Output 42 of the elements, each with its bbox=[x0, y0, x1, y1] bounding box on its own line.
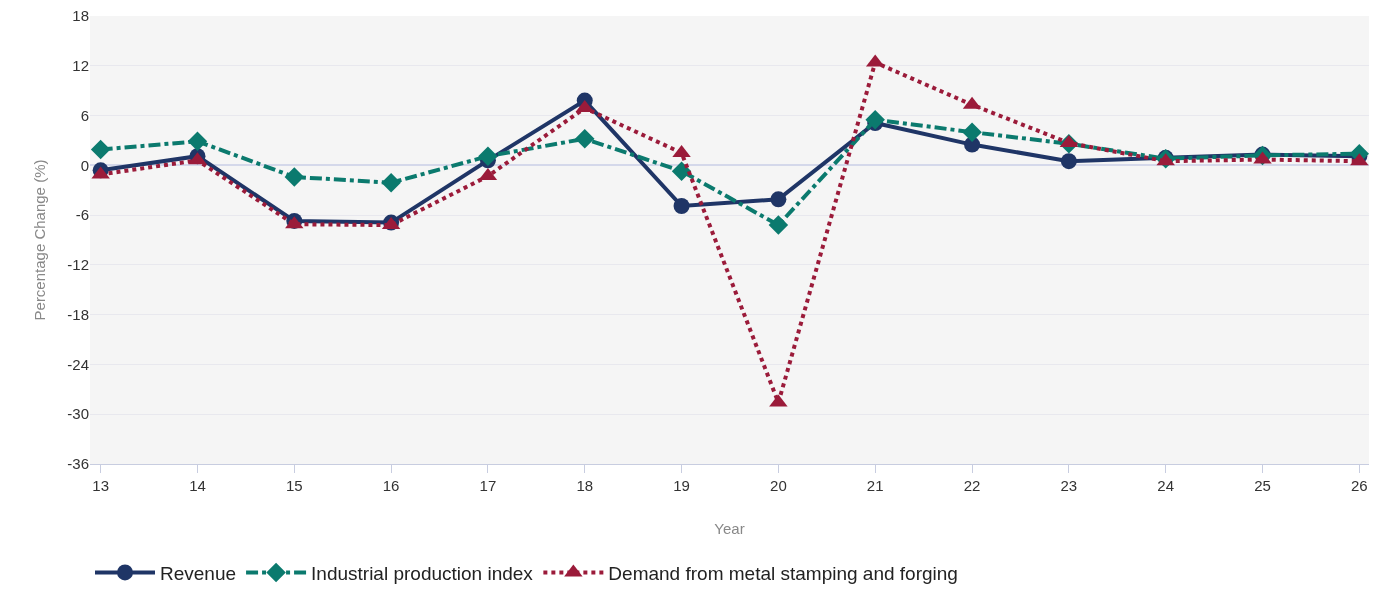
y-tick-label: -36 bbox=[67, 455, 89, 473]
point bbox=[673, 197, 690, 214]
point bbox=[671, 161, 692, 181]
x-tick-label: 21 bbox=[866, 477, 884, 494]
y-tick-label: -30 bbox=[67, 405, 89, 423]
y-tick-label: -18 bbox=[67, 305, 89, 323]
y-tick-label: -6 bbox=[75, 206, 89, 224]
y-tick-label: -24 bbox=[67, 355, 89, 373]
point bbox=[575, 129, 595, 149]
x-tick-label: 15 bbox=[285, 477, 303, 494]
x-tick-label: 22 bbox=[963, 477, 981, 494]
y-tick-label: -12 bbox=[67, 256, 89, 274]
point bbox=[962, 122, 982, 142]
point bbox=[478, 146, 498, 166]
x-tick-label: 19 bbox=[673, 477, 690, 494]
x-tick-label: 23 bbox=[1060, 477, 1078, 494]
point bbox=[1060, 153, 1077, 170]
point bbox=[770, 191, 787, 208]
legend-label: Revenue bbox=[160, 562, 237, 584]
point bbox=[768, 215, 789, 235]
x-tick-label: 16 bbox=[382, 477, 400, 494]
x-tick-label: 18 bbox=[576, 477, 594, 494]
point bbox=[284, 167, 305, 187]
legend-label: Demand from metal stamping and forging bbox=[608, 562, 958, 584]
x-axis-title: Year bbox=[714, 520, 745, 537]
x-tick-label: 25 bbox=[1254, 477, 1271, 494]
x-tick-label: 13 bbox=[92, 477, 109, 494]
y-axis-title: Percentage Change (%) bbox=[30, 159, 48, 321]
x-tick-label: 24 bbox=[1157, 477, 1175, 494]
y-tick-label: 12 bbox=[72, 57, 89, 75]
x-tick-label: 26 bbox=[1350, 477, 1368, 494]
point bbox=[90, 139, 111, 160]
y-tick-label: 18 bbox=[72, 7, 89, 25]
y-tick-label: 0 bbox=[80, 156, 89, 174]
point bbox=[865, 109, 885, 130]
x-tick-label: 17 bbox=[479, 477, 497, 494]
x-tick-label: 14 bbox=[189, 477, 206, 494]
x-tick-label: 20 bbox=[770, 477, 787, 494]
point bbox=[381, 173, 401, 193]
legend-label: Industrial production index bbox=[311, 562, 534, 584]
y-tick-label: 6 bbox=[80, 106, 89, 124]
point bbox=[187, 131, 208, 152]
